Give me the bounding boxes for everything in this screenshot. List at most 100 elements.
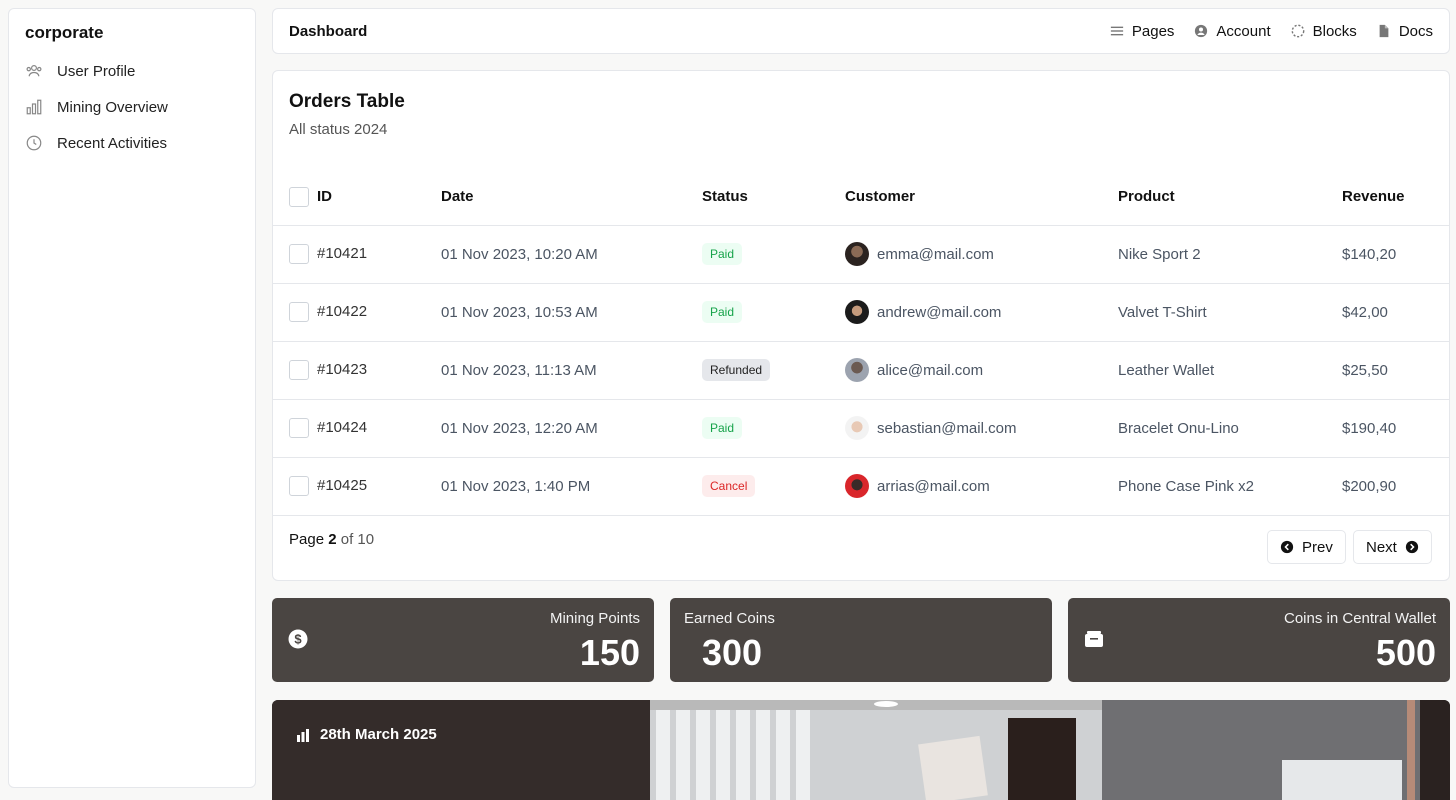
revenue-value: $140,20 [1342,225,1449,284]
page-current: 2 [328,531,337,548]
order-date: 01 Nov 2023, 12:20 AM [441,399,702,458]
sidebar-item-user-profile[interactable]: User Profile [25,53,239,89]
avatar [845,474,869,498]
row-checkbox[interactable] [289,476,309,496]
order-id: #10423 [317,360,368,378]
sidebar-item-label: Recent Activities [57,134,168,152]
customer-email: alice@mail.com [877,361,984,379]
row-checkbox[interactable] [289,302,309,322]
stat-value: 500 [1375,632,1436,673]
product-name: Leather Wallet [1118,341,1342,400]
dashed-circle-icon [1291,24,1305,38]
table-row[interactable]: #10422 01 Nov 2023, 10:53 AM Paid andrew… [273,283,1449,342]
avatar [845,416,869,440]
product-name: Phone Case Pink x2 [1118,457,1342,516]
table-row[interactable]: #10421 01 Nov 2023, 10:20 AM Paid emma@m… [273,225,1449,284]
arrow-right-circle-icon [1405,540,1418,554]
column-header-id: ID [317,187,332,205]
avatar [845,358,869,382]
stat-card-earned-coins: Earned Coins 300 [670,598,1052,682]
order-id: #10421 [317,244,368,262]
status-badge: Refunded [702,359,771,381]
orders-table: ID Date Status Customer Product Revenue … [273,169,1449,516]
column-header-customer: Customer [845,169,1118,226]
column-header-status: Status [702,169,845,226]
user-circle-icon [1195,24,1208,38]
page-title: Dashboard [289,22,368,40]
table-row[interactable]: #10423 01 Nov 2023, 11:13 AM Refunded al… [273,341,1449,400]
sidebar-item-label: User Profile [57,62,136,80]
document-icon [1379,24,1389,38]
order-date: 01 Nov 2023, 10:20 AM [441,225,702,284]
revenue-value: $25,50 [1342,341,1449,400]
wallet-icon [1085,631,1103,647]
dollar-circle-icon: $ [288,629,308,649]
row-checkbox[interactable] [289,360,309,380]
status-badge: Paid [702,417,743,439]
stat-label: Mining Points [549,610,640,627]
stat-label: Earned Coins [684,610,775,627]
clock-icon [26,135,42,151]
table-row[interactable]: #10424 01 Nov 2023, 12:20 AM Paid sebast… [273,399,1449,458]
product-name: Nike Sport 2 [1118,225,1342,284]
status-badge: Paid [702,301,743,323]
revenue-value: $190,40 [1342,399,1449,458]
row-checkbox[interactable] [289,244,309,264]
orders-subtitle: All status 2024 [289,121,388,138]
next-button-label: Next [1366,538,1397,556]
stat-value: 150 [579,632,640,673]
customer-email: emma@mail.com [877,245,994,263]
top-navbar: Dashboard Pages Account Blocks Docs [272,8,1450,54]
pagination-info: Page 2 of 10 [289,531,374,548]
order-date: 01 Nov 2023, 1:40 PM [441,457,702,516]
order-date: 01 Nov 2023, 11:13 AM [441,341,702,400]
select-all-checkbox[interactable] [289,186,309,207]
customer-email: sebastian@mail.com [877,419,1017,437]
stat-label: Coins in Central Wallet [1284,610,1436,627]
sidebar-item-label: Mining Overview [57,98,168,116]
revenue-value: $200,90 [1342,457,1449,516]
svg-text:$: $ [294,632,302,647]
status-badge: Paid [702,243,743,265]
order-date: 01 Nov 2023, 10:53 AM [441,283,702,342]
status-badge: Cancel [702,475,756,497]
brand-name: corporate [25,23,104,42]
arrow-left-circle-icon [1280,540,1294,554]
bar-chart-icon [26,99,42,115]
nav-link-account[interactable]: Account [1194,22,1271,40]
table-row[interactable]: #10425 01 Nov 2023, 1:40 PM Cancel arria… [273,457,1449,516]
page-total: of 10 [340,531,375,548]
next-button[interactable]: Next [1353,530,1432,564]
nav-link-label: Account [1216,22,1271,40]
prev-button[interactable]: Prev [1267,530,1346,564]
hero-date-text: 28th March 2025 [320,726,437,743]
product-name: Valvet T-Shirt [1118,283,1342,342]
table-header-row: ID Date Status Customer Product Revenue [273,169,1449,226]
hero-image-card: 28th March 2025 [272,700,1450,800]
nav-link-label: Blocks [1312,22,1357,40]
sidebar-item-mining-overview[interactable]: Mining Overview [25,89,239,125]
order-id: #10424 [317,418,368,436]
row-checkbox[interactable] [289,418,309,438]
sidebar: corporate User Profile Mining Overview R… [8,8,256,788]
nav-link-pages[interactable]: Pages [1110,22,1175,40]
stat-card-mining-points: $ Mining Points 150 [272,598,654,682]
revenue-value: $42,00 [1342,283,1449,342]
bar-chart-icon [297,728,309,742]
column-header-product: Product [1118,169,1342,226]
users-icon [26,65,42,77]
nav-link-blocks[interactable]: Blocks [1291,23,1357,40]
customer-email: andrew@mail.com [877,303,1002,321]
nav-link-label: Pages [1131,22,1175,40]
order-id: #10425 [317,476,368,494]
hero-date: 28th March 2025 [296,726,437,743]
order-id: #10422 [317,302,368,320]
nav-link-docs[interactable]: Docs [1377,23,1433,40]
nav-link-label: Docs [1398,22,1433,40]
sidebar-item-recent-activities[interactable]: Recent Activities [25,125,239,161]
avatar [845,300,869,324]
page-prefix: Page [289,531,325,548]
customer-email: arrias@mail.com [877,477,990,495]
column-header-date: Date [441,169,702,226]
orders-card: Orders Table All status 2024 ID Date Sta… [272,70,1450,581]
